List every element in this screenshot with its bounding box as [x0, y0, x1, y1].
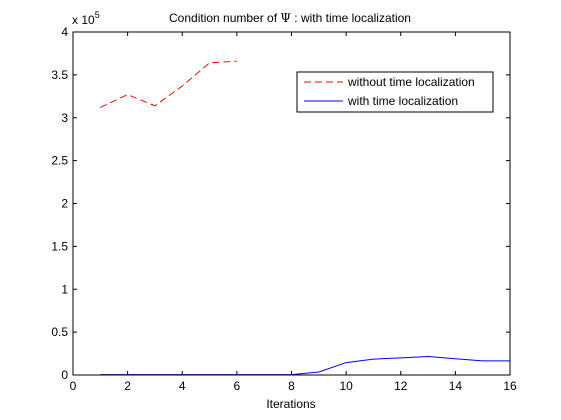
x-tick-label: 10: [339, 379, 353, 393]
y-tick-label: 0: [61, 368, 68, 382]
x-tick-label: 0: [70, 379, 77, 393]
x-tick-label: 14: [449, 379, 463, 393]
axis-ticks: 0 2 4 6 8 10 12 14 16 0 0.5 1 1.5 2 2.5 3 3.5 4: [51, 25, 517, 393]
chart-title-suffix: : with time localization: [291, 11, 411, 25]
y-axis-exponent-power: 5: [95, 10, 100, 20]
y-tick-label: 3.5: [51, 68, 68, 82]
x-axis-label: Iterations: [266, 397, 315, 411]
chart-title-symbol: Ψ: [280, 11, 291, 25]
y-tick-label: 1: [61, 282, 68, 296]
chart-title: Condition number of Ψ : with time locali…: [169, 11, 411, 25]
legend: without time localization with time loca…: [296, 71, 494, 113]
legend-label-without-time-localization: without time localization: [347, 75, 475, 89]
x-tick-label: 12: [394, 379, 408, 393]
plot-frame: [72, 31, 511, 376]
y-tick-label: 3: [61, 111, 68, 125]
x-tick-label: 6: [234, 379, 241, 393]
y-tick-label: 4: [61, 25, 68, 39]
legend-box: [296, 71, 494, 113]
y-tick-label: 0.5: [51, 325, 68, 339]
y-axis-exponent-base: x 10: [72, 13, 95, 27]
x-tick-label: 8: [288, 379, 295, 393]
x-tick-label: 4: [179, 379, 186, 393]
x-tick-label: 16: [503, 379, 517, 393]
x-tick-label: 2: [124, 379, 131, 393]
series-line-without-time-localization: [100, 60, 237, 108]
chart-title-prefix: Condition number of: [169, 11, 280, 25]
y-tick-label: 2.5: [51, 154, 68, 168]
y-axis-exponent: x 105: [72, 10, 100, 27]
legend-label-with-time-localization: with time localization: [347, 94, 458, 108]
y-tick-label: 1.5: [51, 239, 68, 253]
y-tick-label: 2: [61, 197, 68, 211]
